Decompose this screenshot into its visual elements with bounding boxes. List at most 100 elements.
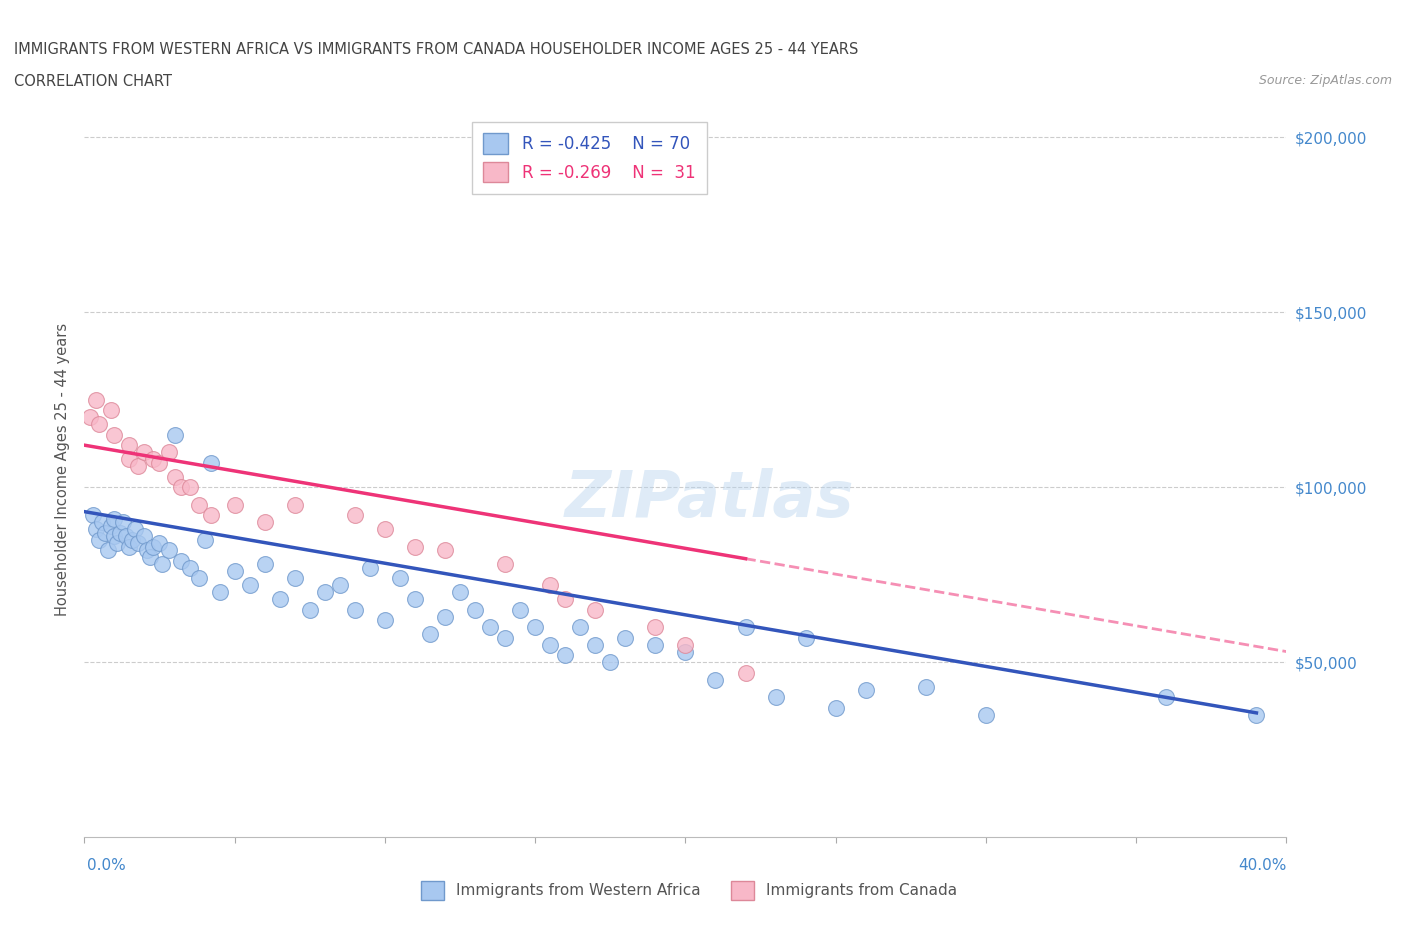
Point	[855, 683, 877, 698]
Point	[97, 543, 120, 558]
Point	[163, 427, 186, 442]
Point	[239, 578, 262, 592]
Point	[103, 528, 125, 543]
Point	[599, 655, 621, 670]
Point	[91, 514, 114, 529]
Y-axis label: Householder Income Ages 25 - 44 years: Householder Income Ages 25 - 44 years	[55, 323, 70, 617]
Point	[253, 514, 276, 529]
Point	[359, 560, 381, 575]
Point	[434, 543, 457, 558]
Point	[404, 591, 426, 606]
Point	[152, 557, 174, 572]
Point	[124, 522, 146, 537]
Point	[200, 508, 222, 523]
Point	[107, 536, 129, 551]
Legend: Immigrants from Western Africa, Immigrants from Canada: Immigrants from Western Africa, Immigran…	[415, 875, 963, 906]
Point	[298, 602, 321, 617]
Point	[704, 672, 727, 687]
Point	[169, 553, 191, 568]
Point	[89, 532, 111, 547]
Point	[464, 602, 486, 617]
Point	[118, 438, 141, 453]
Point	[148, 536, 170, 551]
Point	[112, 514, 135, 529]
Point	[224, 498, 246, 512]
Point	[538, 637, 561, 652]
Point	[86, 392, 108, 407]
Point	[314, 585, 336, 600]
Point	[915, 679, 938, 694]
Point	[127, 458, 149, 473]
Point	[136, 543, 159, 558]
Text: ZIPatlas: ZIPatlas	[565, 468, 855, 530]
Point	[343, 602, 366, 617]
Point	[79, 410, 101, 425]
Point	[187, 571, 209, 586]
Point	[208, 585, 231, 600]
Point	[179, 560, 201, 575]
Point	[1156, 690, 1178, 705]
Point	[644, 619, 666, 634]
Point	[404, 539, 426, 554]
Point	[100, 518, 122, 533]
Point	[509, 602, 531, 617]
Point	[110, 525, 132, 540]
Point	[86, 522, 108, 537]
Point	[583, 637, 606, 652]
Point	[765, 690, 787, 705]
Point	[554, 647, 576, 662]
Point	[343, 508, 366, 523]
Point	[169, 480, 191, 495]
Point	[734, 665, 756, 680]
Point	[194, 532, 217, 547]
Point	[94, 525, 117, 540]
Point	[187, 498, 209, 512]
Point	[329, 578, 352, 592]
Point	[644, 637, 666, 652]
Point	[419, 627, 441, 642]
Point	[115, 528, 138, 543]
Point	[824, 700, 846, 715]
Point	[675, 644, 697, 659]
Point	[479, 619, 502, 634]
Point	[134, 528, 156, 543]
Point	[284, 571, 307, 586]
Point	[494, 631, 516, 645]
Point	[179, 480, 201, 495]
Point	[127, 536, 149, 551]
Point	[100, 403, 122, 418]
Point	[434, 609, 457, 624]
Point	[569, 619, 592, 634]
Point	[139, 550, 162, 565]
Text: Source: ZipAtlas.com: Source: ZipAtlas.com	[1258, 74, 1392, 87]
Point	[524, 619, 547, 634]
Point	[89, 417, 111, 432]
Point	[284, 498, 307, 512]
Point	[974, 707, 997, 722]
Point	[82, 508, 104, 523]
Point	[449, 585, 471, 600]
Point	[148, 455, 170, 470]
Point	[103, 512, 125, 526]
Point	[121, 532, 143, 547]
Point	[118, 452, 141, 467]
Point	[374, 613, 396, 628]
Point	[142, 452, 165, 467]
Text: 40.0%: 40.0%	[1239, 857, 1286, 872]
Text: 0.0%: 0.0%	[87, 857, 127, 872]
Point	[494, 557, 516, 572]
Point	[374, 522, 396, 537]
Point	[675, 637, 697, 652]
Point	[583, 602, 606, 617]
Point	[269, 591, 291, 606]
Point	[200, 455, 222, 470]
Point	[142, 539, 165, 554]
Point	[163, 470, 186, 485]
Point	[103, 427, 125, 442]
Point	[794, 631, 817, 645]
Point	[224, 564, 246, 578]
Point	[118, 539, 141, 554]
Text: CORRELATION CHART: CORRELATION CHART	[14, 74, 172, 89]
Point	[554, 591, 576, 606]
Point	[134, 445, 156, 459]
